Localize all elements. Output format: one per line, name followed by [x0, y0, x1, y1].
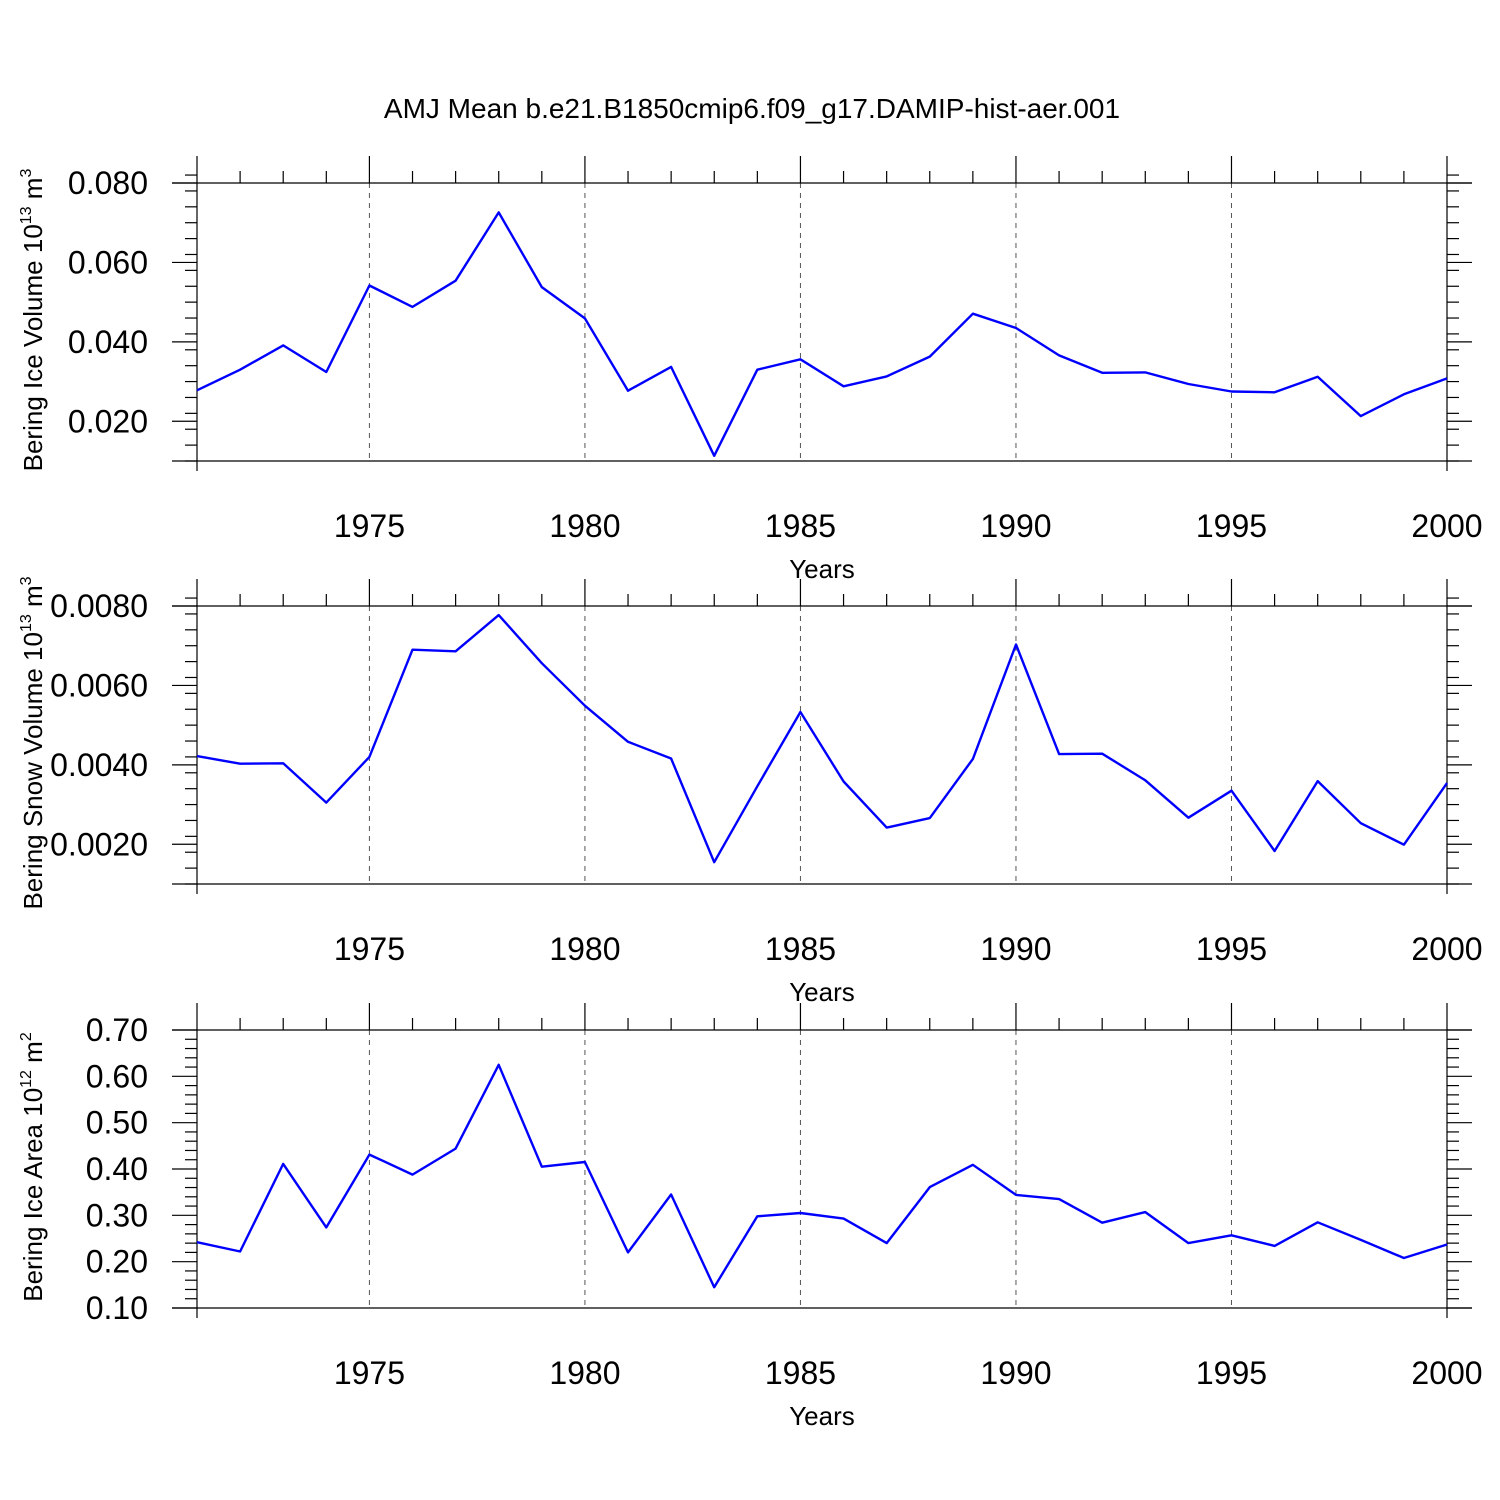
x-tick-label: 1980 — [549, 1355, 620, 1391]
x-tick-label: 2000 — [1411, 508, 1482, 544]
y-tick-label: 0.020 — [68, 403, 148, 439]
x-tick-label: 1975 — [334, 1355, 405, 1391]
y-tick-label: 0.0040 — [50, 747, 148, 783]
chart-panel-2: 0.0020 0.0040 0.0060 0.0080 1975 1980 1985 1990… — [18, 576, 1483, 1007]
x-tick-label: 1990 — [980, 508, 1051, 544]
x-tick-label: 1995 — [1196, 508, 1267, 544]
x-tick-label: 1995 — [1196, 931, 1267, 967]
y-tick-label: 0.10 — [86, 1290, 148, 1326]
x-tick-label: 2000 — [1411, 1355, 1482, 1391]
y-tick-label: 0.60 — [86, 1058, 148, 1094]
y-tick-label: 0.70 — [86, 1012, 148, 1048]
y-tick-label: 0.30 — [86, 1197, 148, 1233]
x-axis-title: Years — [789, 1401, 855, 1431]
x-axis-title: Years — [789, 977, 855, 1007]
y-axis-title: Bering Snow Volume 1013 m3 — [18, 576, 48, 909]
series-line — [196, 1063, 1448, 1289]
x-tick-label: 1980 — [549, 931, 620, 967]
y-tick-label: 0.20 — [86, 1244, 148, 1280]
x-tick-label: 2000 — [1411, 931, 1482, 967]
series-line — [196, 211, 1448, 457]
x-tick-label: 1985 — [765, 508, 836, 544]
x-tick-label: 1990 — [980, 931, 1051, 967]
y-axis-title: Bering Ice Volume 1013 m3 — [18, 169, 48, 472]
y-tick-label: 0.080 — [68, 165, 148, 201]
chart-title: AMJ Mean b.e21.B1850cmip6.f09_g17.DAMIP-… — [384, 93, 1120, 124]
y-tick-label: 0.0060 — [50, 667, 148, 703]
x-axis-title: Years — [789, 554, 855, 584]
chart-panel-1: 0.020 0.040 0.060 0.080 1975 1980 1985 1990 1995… — [18, 156, 1483, 584]
x-tick-label: 1985 — [765, 1355, 836, 1391]
x-tick-label: 1995 — [1196, 1355, 1267, 1391]
x-tick-label: 1990 — [980, 1355, 1051, 1391]
x-tick-label: 1975 — [334, 931, 405, 967]
y-tick-label: 0.50 — [86, 1105, 148, 1141]
y-axis-title: Bering Ice Area 1012 m2 — [18, 1032, 48, 1302]
y-tick-label: 0.0080 — [50, 588, 148, 624]
x-tick-label: 1980 — [549, 508, 620, 544]
panels: 0.020 0.040 0.060 0.080 1975 1980 1985 1990 1995… — [18, 156, 1483, 1431]
x-tick-label: 1975 — [334, 508, 405, 544]
series-line — [196, 613, 1448, 864]
y-tick-label: 0.040 — [68, 324, 148, 360]
y-tick-label: 0.060 — [68, 244, 148, 280]
x-tick-label: 1985 — [765, 931, 836, 967]
y-tick-label: 0.0020 — [50, 826, 148, 862]
y-tick-label: 0.40 — [86, 1151, 148, 1187]
chart-panel-3: 0.10 0.20 0.30 0.40 0.50 0.60 0.70 1975 1980 1985… — [18, 1003, 1483, 1431]
